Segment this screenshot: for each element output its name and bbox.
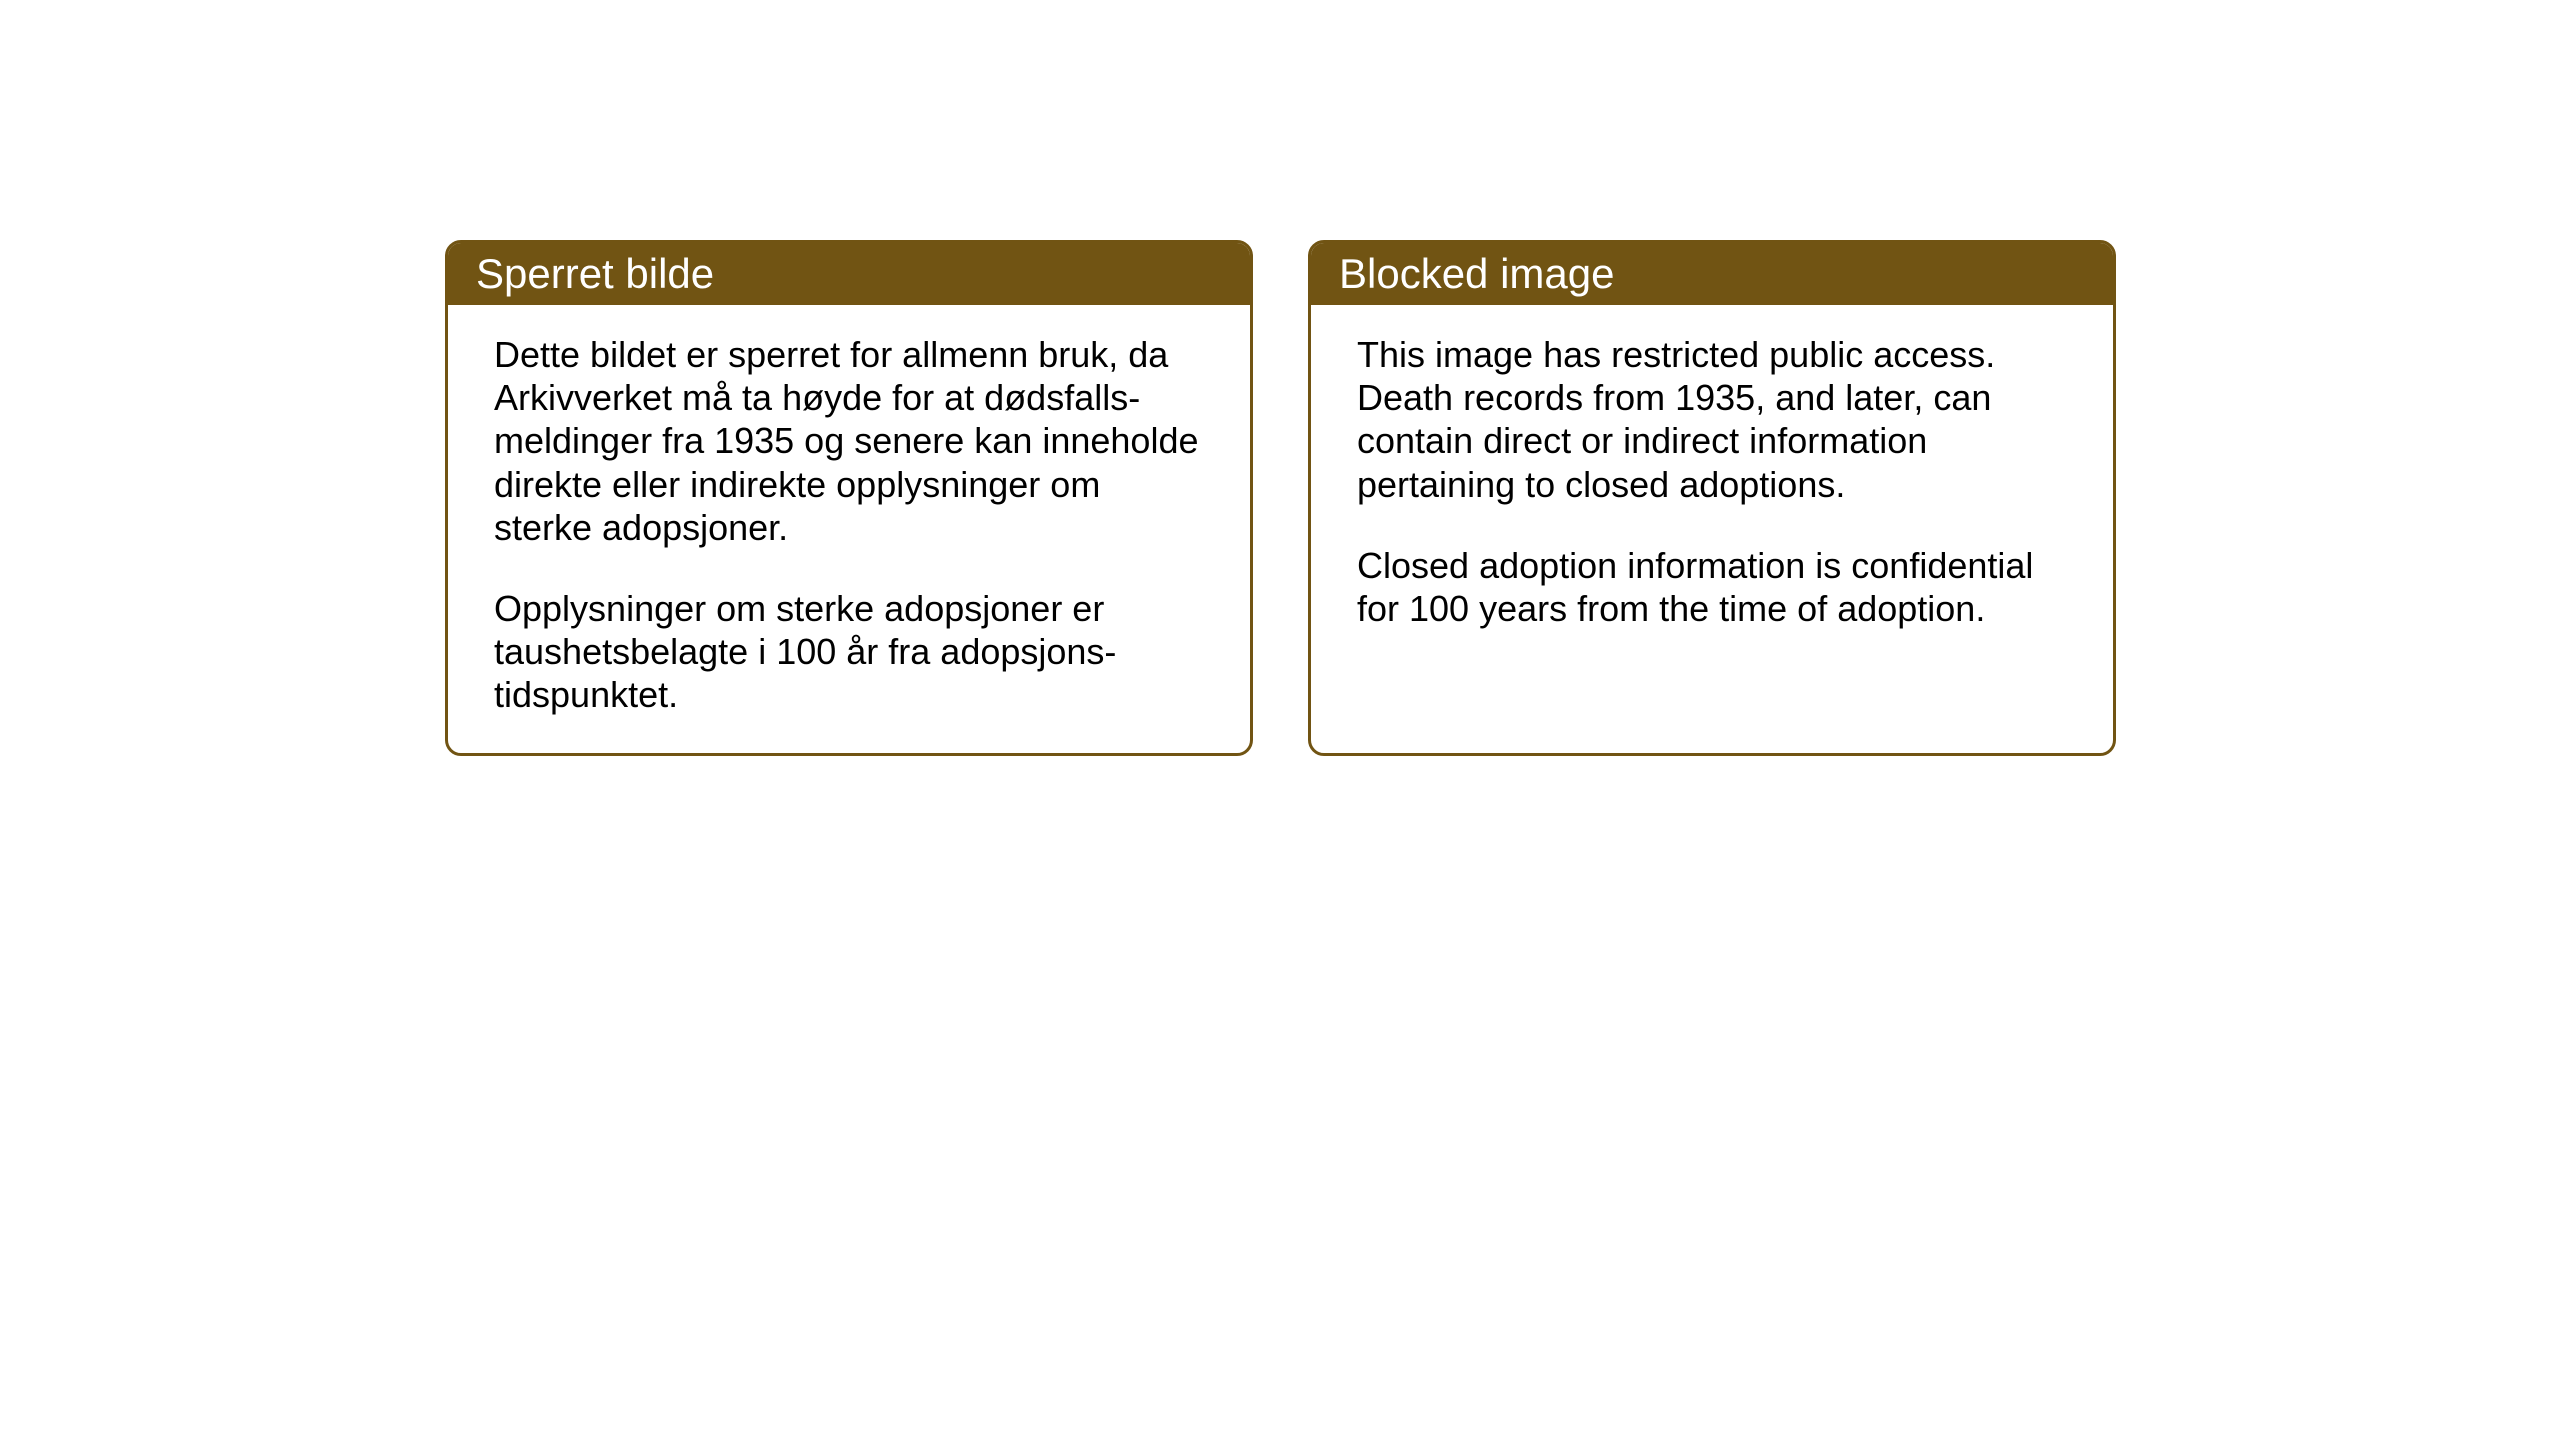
english-notice-body: This image has restricted public access.… — [1311, 305, 2113, 735]
notice-container: Sperret bilde Dette bildet er sperret fo… — [445, 240, 2116, 756]
english-paragraph-2: Closed adoption information is confident… — [1357, 544, 2067, 630]
norwegian-title: Sperret bilde — [476, 250, 714, 297]
english-title: Blocked image — [1339, 250, 1614, 297]
norwegian-notice-header: Sperret bilde — [448, 243, 1250, 305]
english-notice-box: Blocked image This image has restricted … — [1308, 240, 2116, 756]
norwegian-paragraph-2: Opplysninger om sterke adopsjoner er tau… — [494, 587, 1204, 717]
norwegian-paragraph-1: Dette bildet er sperret for allmenn bruk… — [494, 333, 1204, 549]
english-notice-header: Blocked image — [1311, 243, 2113, 305]
norwegian-notice-box: Sperret bilde Dette bildet er sperret fo… — [445, 240, 1253, 756]
english-paragraph-1: This image has restricted public access.… — [1357, 333, 2067, 506]
norwegian-notice-body: Dette bildet er sperret for allmenn bruk… — [448, 305, 1250, 753]
